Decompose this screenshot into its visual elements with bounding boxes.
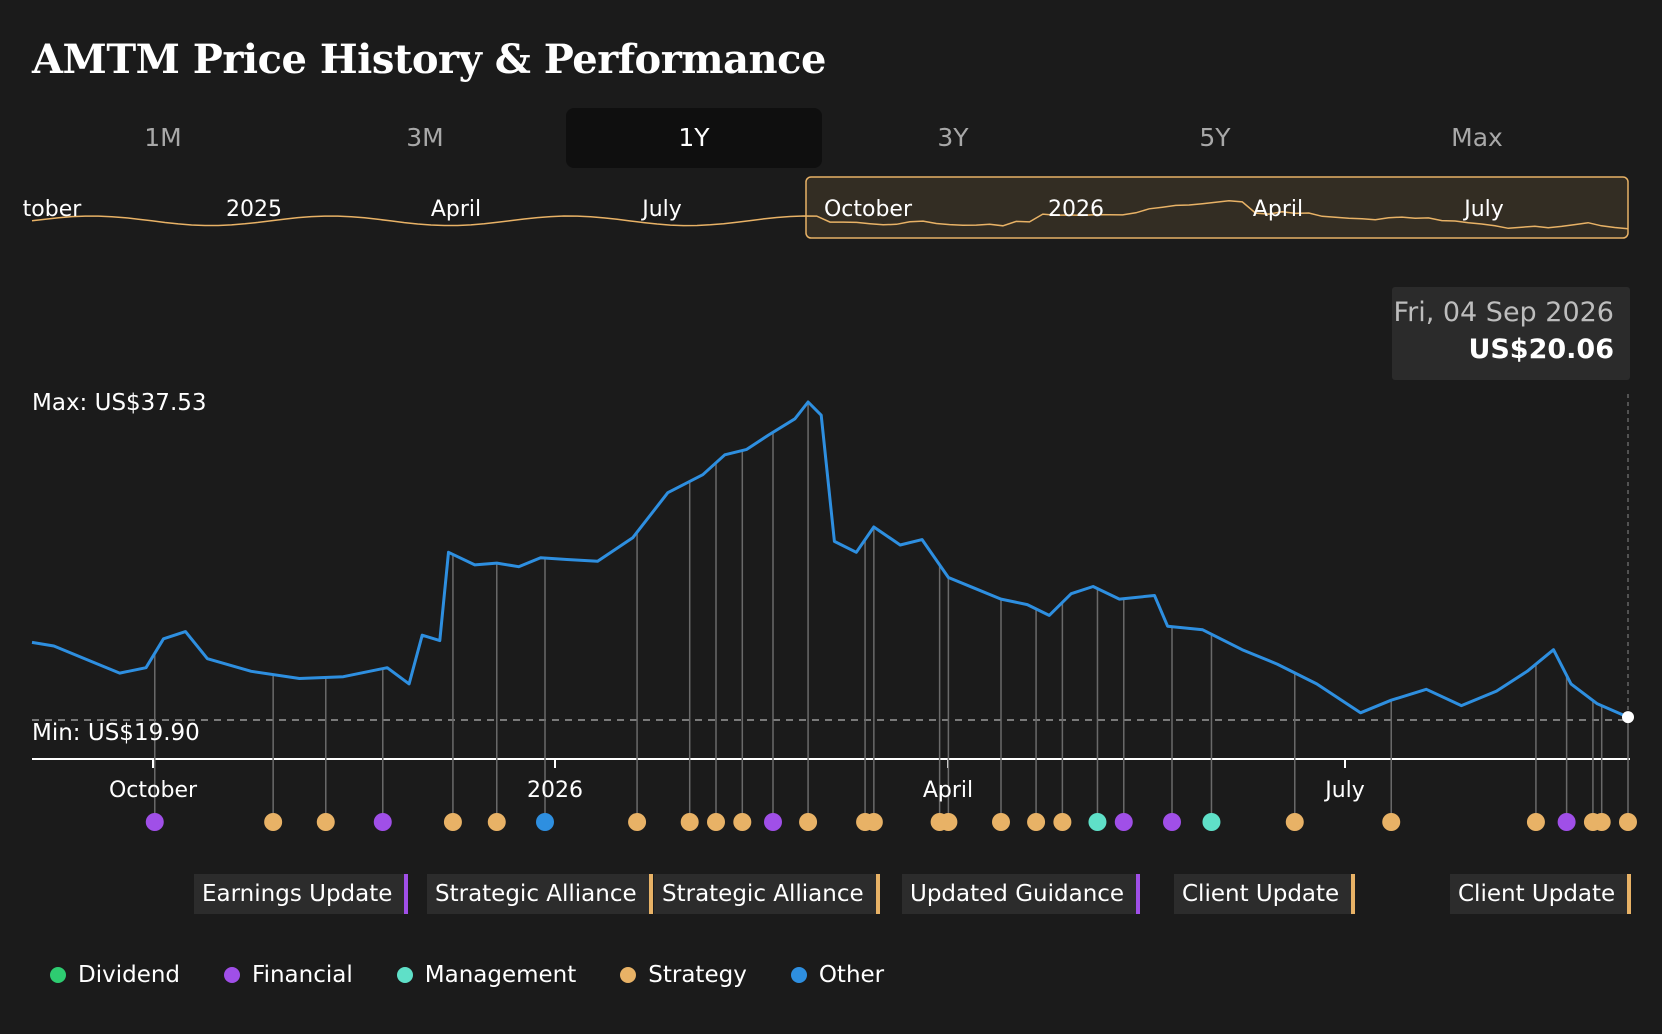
event-label-box[interactable]: Updated Guidance bbox=[902, 874, 1141, 914]
financial-dot-icon bbox=[224, 967, 241, 983]
tab-5y[interactable]: 5Y bbox=[1199, 123, 1231, 152]
tooltip-price: US$20.06 bbox=[1468, 334, 1614, 365]
management-dot-icon bbox=[396, 967, 413, 983]
event-dot bbox=[536, 813, 554, 831]
chart-guides bbox=[32, 394, 1630, 768]
event-dot bbox=[939, 813, 958, 831]
event-dot bbox=[628, 813, 647, 831]
event-dot bbox=[1382, 813, 1401, 831]
event-label-box[interactable]: Strategic Alliance bbox=[427, 874, 653, 914]
min-price-label: Min: US$19.90 bbox=[32, 720, 200, 746]
legend-label: Financial bbox=[252, 962, 353, 988]
event-dot bbox=[487, 813, 506, 831]
event-dot bbox=[1619, 813, 1637, 831]
event-dot bbox=[1526, 813, 1545, 831]
event-label-box[interactable]: Client Update bbox=[1450, 874, 1632, 914]
legend-item-strategy[interactable]: Strategy bbox=[620, 962, 747, 988]
page-title: AMTM Price History & Performance bbox=[32, 36, 826, 83]
event-dot bbox=[1088, 813, 1107, 831]
event-dot bbox=[1285, 813, 1304, 831]
event-dot bbox=[316, 813, 335, 831]
legend-label: Other bbox=[818, 962, 885, 988]
legend-label: Dividend bbox=[78, 962, 181, 988]
tooltip-date: Fri, 04 Sep 2026 bbox=[1393, 297, 1614, 328]
event-dot bbox=[1202, 813, 1221, 831]
legend-item-management[interactable]: Management bbox=[396, 962, 577, 988]
range-tabs: 1M 3M 1Y 3Y 5Y Max bbox=[32, 108, 1630, 168]
navigator-label: April bbox=[431, 197, 481, 222]
tab-max[interactable]: Max bbox=[1451, 123, 1503, 152]
navigator-label: July bbox=[1462, 197, 1504, 222]
legend-item-dividend[interactable]: Dividend bbox=[50, 962, 180, 988]
x-tick-label: October bbox=[108, 778, 198, 803]
navigator-label: October bbox=[824, 197, 913, 222]
event-dot bbox=[992, 813, 1010, 831]
legend-item-other[interactable]: Other bbox=[790, 962, 885, 988]
hover-tooltip: Fri, 04 Sep 2026 US$20.06 bbox=[1392, 287, 1630, 380]
event-dot bbox=[707, 813, 725, 831]
event-dot bbox=[145, 813, 164, 831]
other-dot-icon bbox=[790, 967, 807, 983]
event-dot bbox=[864, 813, 883, 831]
legend-item-financial[interactable]: Financial bbox=[224, 962, 353, 988]
event-dot bbox=[1114, 813, 1133, 831]
price-series-line bbox=[31, 400, 1629, 719]
navigator[interactable]: tober 2025 April July October 2026 April July bbox=[23, 176, 1629, 239]
navigator-line bbox=[31, 200, 1629, 230]
current-price-point bbox=[1622, 711, 1634, 724]
event-label-box[interactable]: Client Update bbox=[1174, 874, 1356, 914]
dividend-dot-icon bbox=[50, 967, 66, 983]
price-line bbox=[31, 400, 1634, 724]
navigator-label: 2025 bbox=[226, 197, 282, 222]
event-dot bbox=[1592, 813, 1611, 831]
event-dot bbox=[1163, 813, 1181, 831]
x-tick-label: July bbox=[1325, 778, 1365, 803]
tab-3m[interactable]: 3M bbox=[406, 123, 444, 152]
strategy-dot-icon bbox=[620, 967, 637, 983]
event-label-box[interactable]: Strategic Alliance bbox=[654, 874, 880, 914]
event-dot bbox=[373, 813, 392, 831]
navigator-label: July bbox=[640, 197, 682, 222]
legend: Dividend Financial Management Strategy O… bbox=[50, 962, 928, 988]
max-price-label: Max: US$37.53 bbox=[32, 390, 207, 416]
event-dot bbox=[1557, 813, 1576, 831]
event-dot bbox=[680, 813, 699, 831]
tab-1y[interactable]: 1Y bbox=[566, 108, 822, 168]
navigator-window bbox=[805, 176, 1629, 239]
event-dot bbox=[443, 813, 462, 831]
x-tick-label: April bbox=[922, 778, 974, 803]
event-stems bbox=[154, 402, 1629, 822]
event-dot bbox=[1053, 813, 1072, 831]
event-dot bbox=[1027, 813, 1046, 831]
event-dot bbox=[264, 813, 283, 831]
event-dot bbox=[764, 813, 782, 831]
legend-label: Strategy bbox=[648, 962, 747, 988]
navigator-label: tober bbox=[23, 197, 83, 222]
event-label-box[interactable]: Earnings Update bbox=[194, 874, 409, 914]
legend-label: Management bbox=[424, 962, 577, 988]
x-tick-label: 2026 bbox=[527, 778, 583, 803]
navigator-label: April bbox=[1253, 197, 1303, 222]
event-dot bbox=[733, 813, 752, 831]
tab-1m[interactable]: 1M bbox=[144, 123, 182, 152]
event-dot bbox=[799, 813, 818, 831]
event-markers[interactable] bbox=[145, 813, 1637, 831]
navigator-label: 2026 bbox=[1048, 197, 1104, 222]
tab-3y[interactable]: 3Y bbox=[937, 123, 969, 152]
